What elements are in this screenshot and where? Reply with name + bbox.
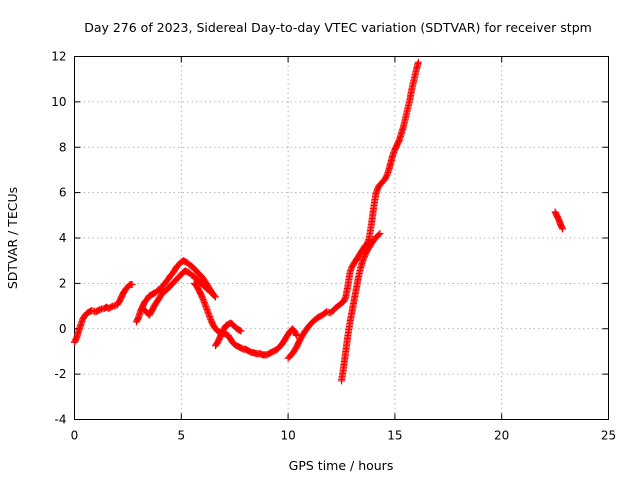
axis-ticks: 0 5 10 15 20 25 -4 -2 0 2 4 6 8 10 12	[51, 50, 616, 443]
y-tick-label: 0	[59, 322, 67, 336]
x-tick-label: 25	[601, 429, 616, 443]
y-tick-label: -2	[55, 367, 67, 381]
data-series	[71, 58, 567, 385]
y-tick-label: 12	[51, 50, 66, 64]
series-track-1	[71, 281, 136, 346]
data-point	[128, 281, 136, 289]
y-tick-label: 8	[59, 140, 67, 154]
x-tick-label: 15	[387, 429, 402, 443]
data-point	[237, 327, 245, 335]
y-tick-label: 2	[59, 276, 67, 290]
data-point	[209, 291, 217, 299]
series-track-3	[139, 267, 217, 319]
y-tick-label: -4	[55, 413, 67, 427]
series-track-7	[338, 229, 384, 385]
x-tick-label: 20	[494, 429, 509, 443]
data-point	[236, 326, 244, 334]
series-track-4	[190, 279, 301, 359]
data-point	[376, 229, 384, 237]
chart-title: Day 276 of 2023, Sidereal Day-to-day VTE…	[84, 20, 592, 35]
series-track-8	[551, 208, 567, 233]
data-point	[208, 290, 216, 298]
series-track-5	[211, 319, 245, 350]
data-point	[414, 58, 422, 66]
series-track-2	[132, 257, 219, 326]
x-tick-label: 0	[71, 429, 79, 443]
x-tick-label: 10	[280, 429, 295, 443]
data-point	[375, 231, 383, 239]
y-tick-label: 4	[59, 231, 67, 245]
y-axis-title: SDTVAR / TECUs	[5, 187, 20, 289]
series-track-6	[284, 58, 422, 362]
x-tick-label: 5	[177, 429, 185, 443]
y-tick-label: 6	[59, 186, 67, 200]
data-point	[559, 225, 567, 233]
y-tick-label: 10	[51, 95, 66, 109]
grid	[74, 56, 609, 420]
x-axis-title: GPS time / hours	[289, 458, 394, 473]
